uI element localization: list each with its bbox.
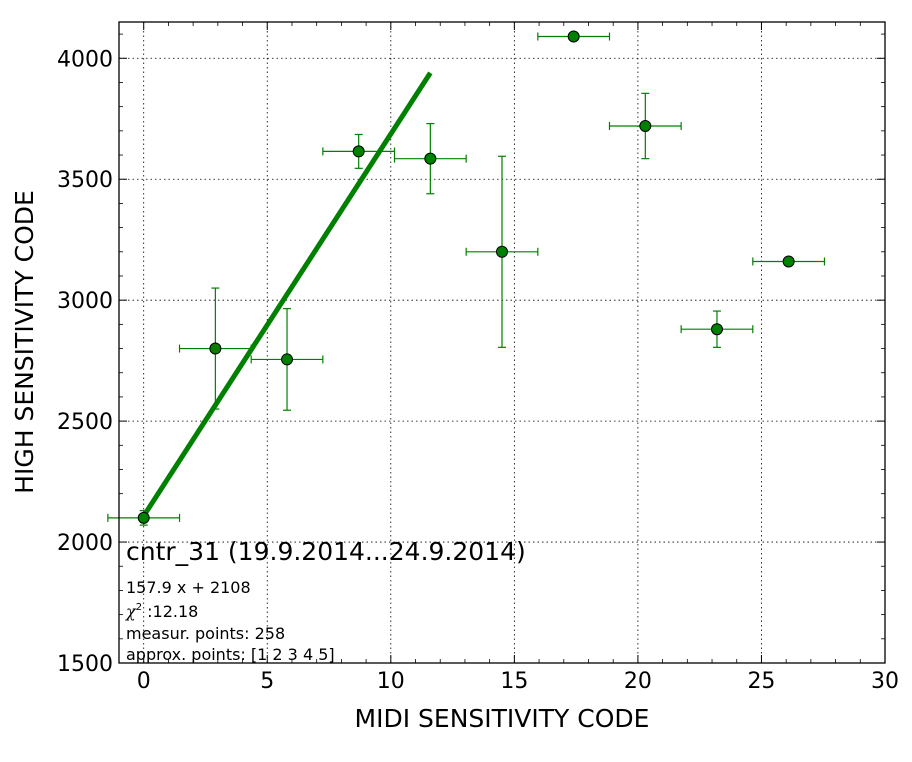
annotation-chi-square: χ2 :12.18 <box>125 602 198 621</box>
fit-layer <box>141 71 433 518</box>
y-tick-label: 1500 <box>57 652 113 677</box>
annotation-title: cntr_31 (19.9.2014...24.9.2014) <box>126 537 526 566</box>
minor-ticks <box>119 22 886 664</box>
x-tick-label: 25 <box>747 669 775 694</box>
x-tick-label: 20 <box>624 669 652 694</box>
x-tick-label: 0 <box>137 669 151 694</box>
y-tick-label: 3000 <box>57 289 113 314</box>
annotation-equation: 157.9 x + 2108 <box>126 578 251 597</box>
x-tick-label: 15 <box>500 669 528 694</box>
data-point <box>710 323 723 336</box>
annotation-measur-points: measur. points: 258 <box>126 624 285 643</box>
annotation-approx-points: approx. points: [1 2 3 4 5] <box>126 645 335 664</box>
x-tick-label: 30 <box>871 669 899 694</box>
fit-line <box>141 71 433 518</box>
data-point <box>137 511 150 524</box>
y-tick-label: 4000 <box>57 47 113 72</box>
data-point <box>639 120 652 133</box>
y-tick-labels: 1500 2000 2500 3000 3500 4000 <box>57 47 113 677</box>
data-point <box>281 353 294 366</box>
x-tick-labels: 0 5 10 15 20 25 30 <box>137 669 899 694</box>
chi-value: :12.18 <box>142 602 198 621</box>
y-tick-label: 2500 <box>57 410 113 435</box>
data-points <box>137 30 795 524</box>
plot-frame <box>118 21 886 664</box>
y-tick-label: 2000 <box>57 531 113 556</box>
x-axis-label: MIDI SENSITIVITY CODE <box>355 704 650 733</box>
data-point <box>424 152 437 165</box>
chi-symbol: χ <box>125 602 137 621</box>
data-point <box>567 30 580 43</box>
data-point <box>496 245 508 258</box>
data-point <box>352 145 365 158</box>
y-axis-label: HIGH SENSITIVITY CODE <box>10 190 39 494</box>
chi-superscript: 2 <box>136 602 142 613</box>
data-point <box>209 342 222 355</box>
data-point <box>782 255 795 268</box>
x-tick-label: 5 <box>260 669 274 694</box>
y-tick-label: 3500 <box>57 168 113 193</box>
x-tick-label: 10 <box>377 669 405 694</box>
